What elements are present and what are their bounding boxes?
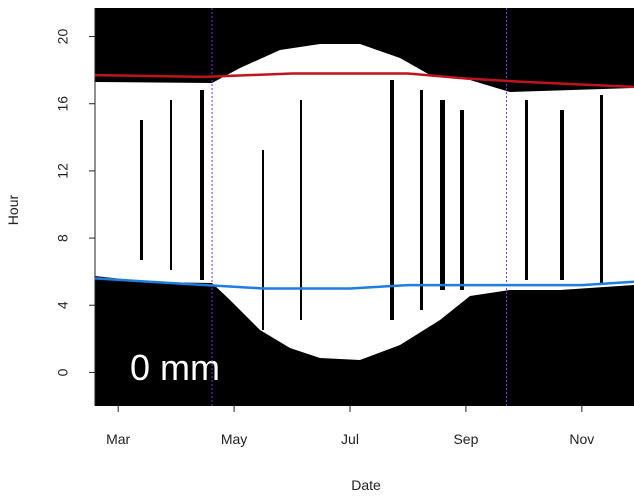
- activity-region: [95, 44, 634, 360]
- y-tick-label: 16: [55, 96, 71, 112]
- annotation: 0 mm: [130, 347, 220, 388]
- x-tick-label: Mar: [106, 431, 130, 447]
- series-line: [94, 72, 634, 89]
- y-axis-label: Hour: [5, 194, 21, 225]
- x-tick-label: May: [221, 431, 247, 447]
- activity-specks: [140, 80, 603, 330]
- x-axis-label: Date: [351, 477, 381, 493]
- x-tick-label: Nov: [569, 431, 594, 447]
- x-tick-label: Sep: [453, 431, 478, 447]
- y-tick-label: 4: [55, 301, 71, 309]
- y-tick-label: 12: [55, 163, 71, 179]
- x-tick-label: Jul: [341, 431, 359, 447]
- series-line: [94, 277, 634, 290]
- y-tick-label: 8: [55, 234, 71, 242]
- y-tick-label: 20: [55, 29, 71, 45]
- y-tick-label: 0: [55, 368, 71, 376]
